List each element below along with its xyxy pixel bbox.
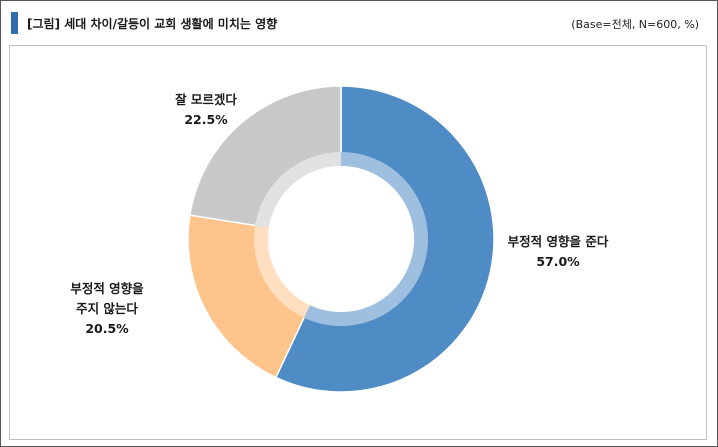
slice-category-label: 잘 모르겠다	[175, 92, 237, 107]
slice-category-label: 부정적 영향을 준다	[508, 234, 609, 249]
donut-hole	[268, 166, 414, 312]
base-note: (Base=전체, N=600, %)	[571, 18, 699, 31]
slice-category-label: 주지 않는다	[76, 301, 138, 316]
chart-title: [그림] 세대 차이/갈등이 교회 생활에 미치는 영향	[27, 17, 278, 31]
slice-value-label: 22.5%	[184, 112, 228, 127]
slice-value-label: 57.0%	[536, 254, 580, 269]
donut-inner-band	[255, 152, 341, 228]
title-accent-bar	[11, 12, 18, 34]
donut-inner-band	[254, 225, 310, 318]
slice-value-label: 20.5%	[85, 321, 129, 336]
donut-inner-band	[303, 152, 429, 326]
slice-category-label: 부정적 영향을	[70, 281, 144, 296]
chart-header: [그림] 세대 차이/갈등이 교회 생활에 미치는 영향 (Base=전체, N…	[11, 10, 707, 36]
